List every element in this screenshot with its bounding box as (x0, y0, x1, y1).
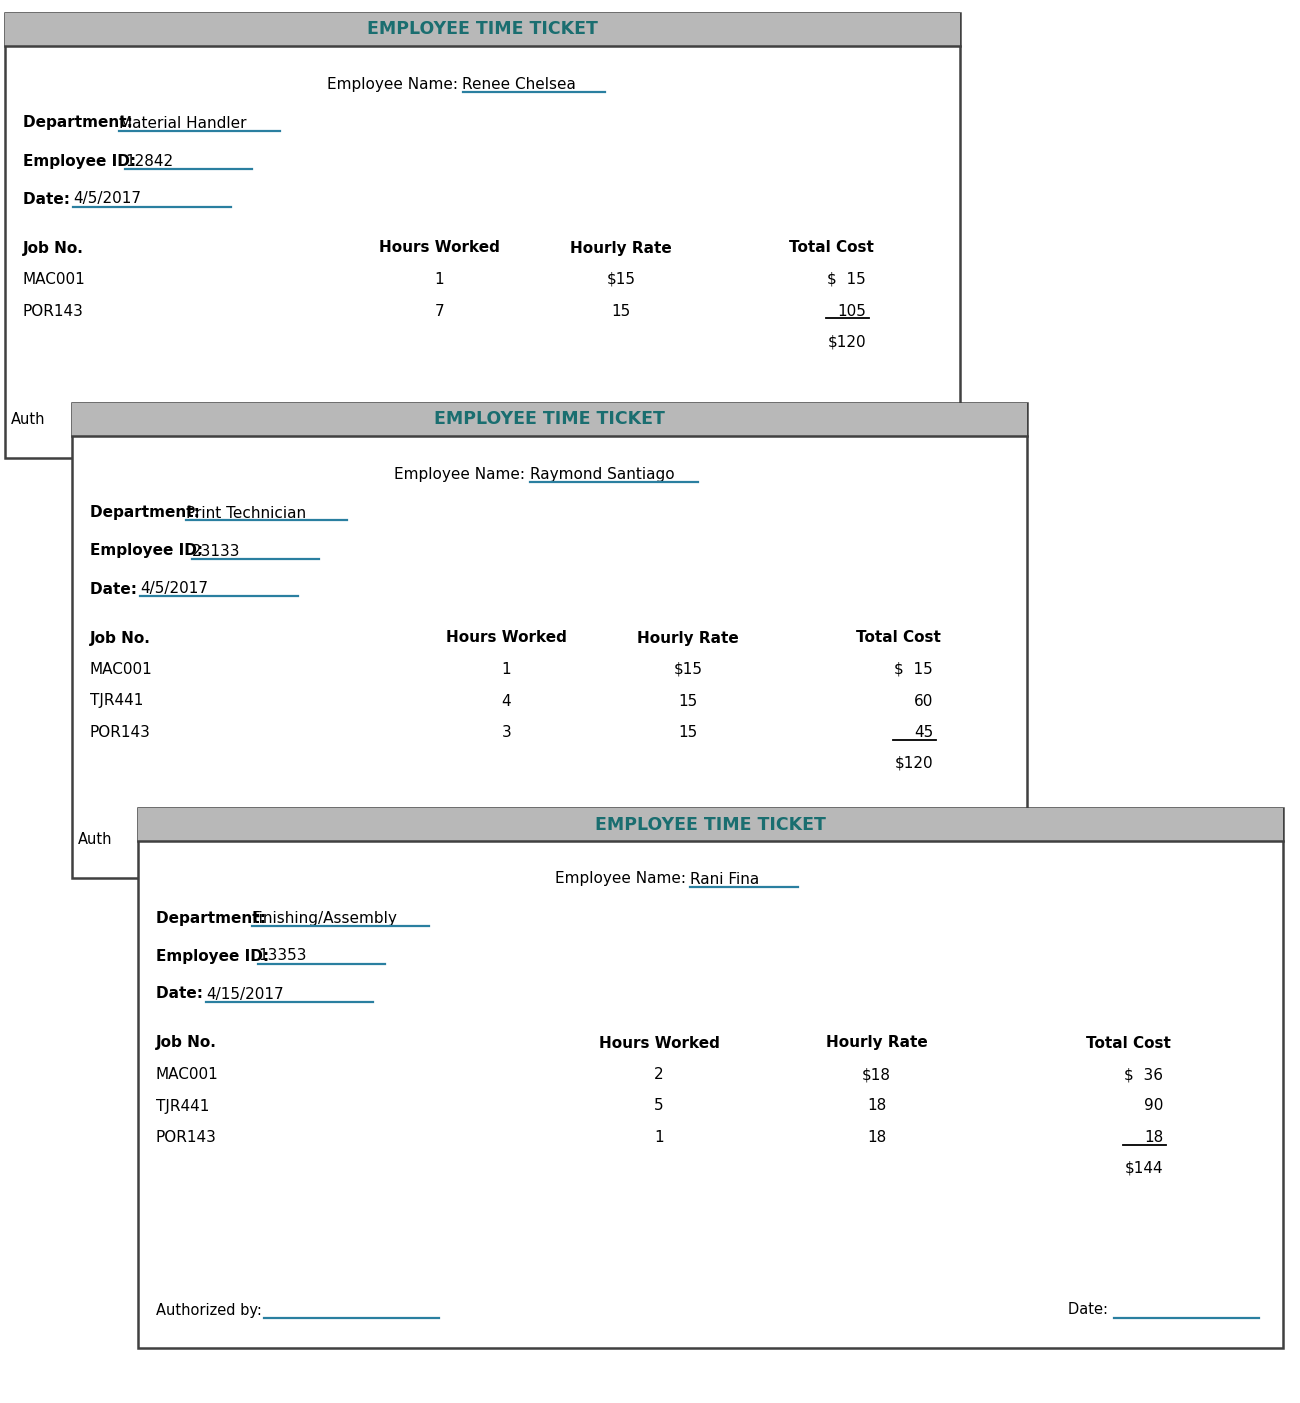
Text: Finishing/Assembly: Finishing/Assembly (252, 911, 398, 926)
Text: POR143: POR143 (156, 1129, 217, 1145)
Text: 4/15/2017: 4/15/2017 (205, 986, 283, 1002)
Text: 13353: 13353 (257, 948, 307, 964)
Text: EMPLOYEE TIME TICKET: EMPLOYEE TIME TICKET (367, 21, 598, 38)
Text: Job No.: Job No. (90, 630, 151, 645)
Text: Date:: Date: (23, 191, 75, 206)
Text: $  15: $ 15 (827, 272, 866, 288)
Bar (72, 403, 1027, 878)
Text: EMPLOYEE TIME TICKET: EMPLOYEE TIME TICKET (434, 411, 664, 428)
Text: Total Cost: Total Cost (789, 240, 874, 255)
Text: POR143: POR143 (90, 725, 151, 739)
Text: 15: 15 (611, 303, 630, 318)
Text: 18: 18 (1144, 1129, 1164, 1145)
Text: Raymond Santiago: Raymond Santiago (529, 467, 675, 481)
Text: Employee Name:: Employee Name: (326, 77, 463, 91)
Text: Auth: Auth (10, 412, 46, 428)
Text: Rani Fina: Rani Fina (690, 871, 759, 887)
Text: EMPLOYEE TIME TICKET: EMPLOYEE TIME TICKET (595, 815, 826, 833)
Bar (5, 13, 959, 457)
Text: Date:: Date: (156, 986, 208, 1002)
Text: Employee Name:: Employee Name: (394, 467, 529, 481)
Text: 15: 15 (679, 725, 698, 739)
Text: Total Cost: Total Cost (1086, 1035, 1171, 1051)
Text: $18: $18 (862, 1068, 891, 1082)
Text: 45: 45 (914, 725, 933, 739)
Text: $  36: $ 36 (1124, 1068, 1164, 1082)
Text: 1: 1 (434, 272, 445, 288)
Bar (72, 403, 1027, 436)
Text: Employee Name:: Employee Name: (555, 871, 690, 887)
Text: 23133: 23133 (192, 543, 240, 558)
Text: Renee Chelsea: Renee Chelsea (463, 77, 576, 91)
Text: Hours Worked: Hours Worked (380, 240, 500, 255)
Text: 7: 7 (434, 303, 445, 318)
Text: Employee ID:: Employee ID: (23, 153, 142, 168)
Text: MAC001: MAC001 (156, 1068, 218, 1082)
Text: 105: 105 (837, 303, 866, 318)
Text: 90: 90 (1144, 1099, 1164, 1114)
Text: Total Cost: Total Cost (855, 630, 940, 645)
Text: POR143: POR143 (23, 303, 84, 318)
Text: Employee ID:: Employee ID: (156, 948, 274, 964)
Text: Department:: Department: (156, 911, 272, 926)
Text: 60: 60 (914, 693, 933, 709)
Text: $120: $120 (894, 755, 933, 770)
Text: Auth: Auth (78, 832, 113, 847)
Text: Authorized by:: Authorized by: (156, 1302, 266, 1317)
Text: $15: $15 (673, 662, 702, 678)
Text: 4: 4 (502, 693, 511, 709)
Text: 4/5/2017: 4/5/2017 (73, 191, 140, 206)
Text: Department:: Department: (90, 505, 205, 521)
Text: Date:: Date: (1069, 1302, 1113, 1317)
Text: 4/5/2017: 4/5/2017 (140, 581, 208, 596)
Text: 15: 15 (679, 693, 698, 709)
Text: Employee ID:: Employee ID: (90, 543, 208, 558)
Text: MAC001: MAC001 (90, 662, 153, 678)
Text: TJR441: TJR441 (90, 693, 143, 709)
Bar (138, 808, 1283, 1348)
Text: Print Technician: Print Technician (186, 505, 306, 521)
Text: Hourly Rate: Hourly Rate (637, 630, 738, 645)
Text: $15: $15 (607, 272, 636, 288)
Text: 5: 5 (654, 1099, 664, 1114)
Text: Hours Worked: Hours Worked (598, 1035, 719, 1051)
Text: TJR441: TJR441 (156, 1099, 209, 1114)
Text: Hours Worked: Hours Worked (446, 630, 567, 645)
Text: Job No.: Job No. (156, 1035, 217, 1051)
Text: Material Handler: Material Handler (120, 115, 247, 130)
Text: $144: $144 (1124, 1160, 1164, 1176)
Bar (5, 13, 959, 46)
Text: 18: 18 (867, 1099, 887, 1114)
Text: 3: 3 (502, 725, 511, 739)
Text: 2: 2 (654, 1068, 664, 1082)
Text: $120: $120 (828, 334, 866, 349)
Text: 12842: 12842 (125, 153, 173, 168)
Text: Hourly Rate: Hourly Rate (571, 240, 672, 255)
Text: 18: 18 (867, 1129, 887, 1145)
Text: 1: 1 (502, 662, 511, 678)
Text: Hourly Rate: Hourly Rate (826, 1035, 927, 1051)
Bar (138, 808, 1283, 840)
Text: 1: 1 (654, 1129, 664, 1145)
Text: Department:: Department: (23, 115, 138, 130)
Text: MAC001: MAC001 (23, 272, 86, 288)
Text: $  15: $ 15 (894, 662, 933, 678)
Text: Date:: Date: (90, 581, 142, 596)
Text: Job No.: Job No. (23, 240, 84, 255)
